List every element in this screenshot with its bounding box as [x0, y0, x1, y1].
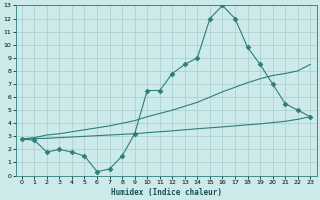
X-axis label: Humidex (Indice chaleur): Humidex (Indice chaleur): [110, 188, 221, 197]
